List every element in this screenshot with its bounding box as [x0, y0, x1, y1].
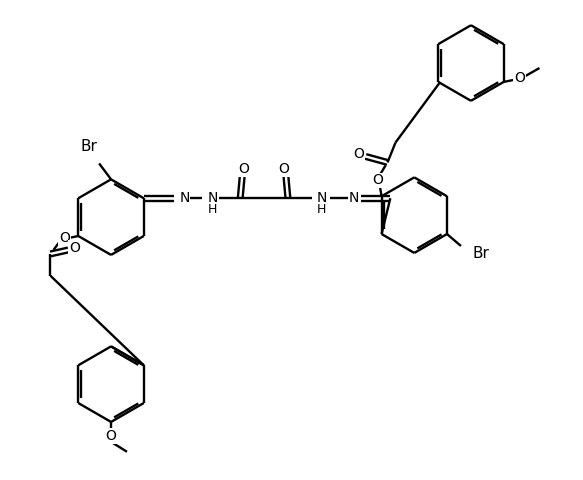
- Text: N: N: [317, 191, 327, 205]
- Text: N: N: [349, 191, 359, 205]
- Text: O: O: [69, 241, 80, 255]
- Text: O: O: [279, 162, 289, 177]
- Text: O: O: [353, 146, 364, 160]
- Text: O: O: [514, 71, 525, 85]
- Text: O: O: [59, 231, 70, 245]
- Text: O: O: [239, 162, 250, 177]
- Text: N: N: [180, 191, 189, 205]
- Text: Br: Br: [80, 139, 97, 154]
- Text: H: H: [317, 203, 326, 216]
- Text: N: N: [207, 191, 217, 205]
- Text: Br: Br: [473, 246, 490, 262]
- Text: H: H: [208, 203, 217, 216]
- Text: O: O: [372, 173, 383, 187]
- Text: O: O: [106, 429, 117, 443]
